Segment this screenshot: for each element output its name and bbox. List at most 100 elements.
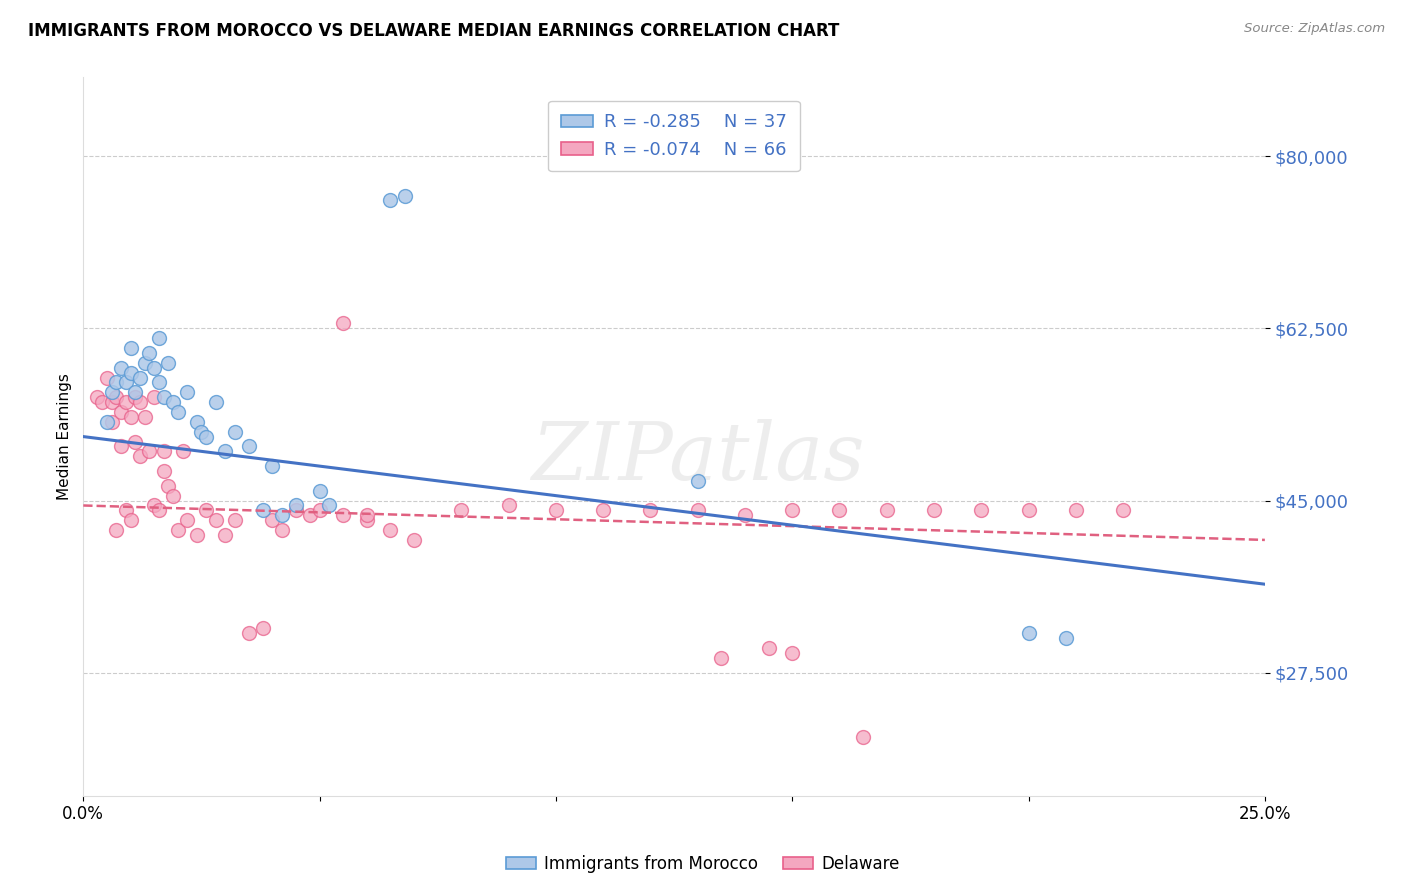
Point [1112,503,1135,517]
Point [186,415,208,429]
Point [148,376,170,390]
Point [86,390,108,404]
Point [970,503,993,517]
Point [110,439,132,453]
Point [152,444,174,458]
Point [252,622,274,636]
Point [166,523,188,537]
Point [129,370,152,384]
Legend: R = -0.285    N = 37, R = -0.074    N = 66: R = -0.285 N = 37, R = -0.074 N = 66 [548,101,800,171]
Point [96,370,118,384]
Point [922,503,945,517]
Point [1018,626,1040,640]
Text: IMMIGRANTS FROM MOROCCO VS DELAWARE MEDIAN EARNINGS CORRELATION CHART: IMMIGRANTS FROM MOROCCO VS DELAWARE MEDI… [28,22,839,40]
Point [105,376,128,390]
Point [176,513,198,527]
Point [780,646,803,660]
Point [204,513,226,527]
Point [686,503,709,517]
Point [332,317,354,331]
Point [143,390,166,404]
Point [734,508,756,523]
Point [100,415,122,429]
Point [114,395,136,409]
Point [758,641,780,656]
Text: ZIPatlas: ZIPatlas [531,419,865,497]
Point [100,395,122,409]
Point [120,409,142,424]
Point [270,523,292,537]
Point [143,499,166,513]
Point [110,360,132,375]
Point [138,346,160,360]
Point [172,444,194,458]
Point [356,508,378,523]
Point [162,489,184,503]
Point [190,425,212,439]
Point [129,450,152,464]
Point [166,405,188,419]
Text: Source: ZipAtlas.com: Source: ZipAtlas.com [1244,22,1385,36]
Point [134,409,156,424]
Point [204,395,226,409]
Point [148,503,170,517]
Point [1064,503,1087,517]
Point [195,503,218,517]
Point [105,523,128,537]
Point [214,444,236,458]
Point [224,513,246,527]
Point [162,395,184,409]
Y-axis label: Median Earnings: Median Earnings [58,373,72,500]
Point [138,444,160,458]
Point [224,425,246,439]
Point [285,499,308,513]
Point [252,503,274,517]
Point [110,405,132,419]
Point [120,366,142,380]
Point [148,331,170,345]
Point [129,395,152,409]
Point [640,503,662,517]
Point [592,503,614,517]
Point [308,503,330,517]
Point [270,508,292,523]
Point [262,459,284,474]
Point [143,360,166,375]
Point [120,341,142,355]
Point [828,503,851,517]
Point [120,513,142,527]
Point [332,508,354,523]
Point [450,503,472,517]
Point [214,528,236,542]
Point [114,376,136,390]
Point [356,513,378,527]
Point [96,415,118,429]
Point [186,528,208,542]
Point [176,385,198,400]
Point [285,503,308,517]
Point [105,390,128,404]
Point [876,503,898,517]
Point [318,499,340,513]
Point [195,429,218,443]
Point [380,523,402,537]
Point [238,439,260,453]
Point [308,483,330,498]
Point [299,508,322,523]
Point [124,385,146,400]
Point [134,356,156,370]
Point [100,385,122,400]
Point [1018,503,1040,517]
Point [152,390,174,404]
Point [124,434,146,449]
Point [157,356,180,370]
Point [710,651,733,665]
Point [852,730,875,744]
Point [238,626,260,640]
Point [1054,632,1077,646]
Point [686,474,709,488]
Point [380,194,402,208]
Point [780,503,803,517]
Point [157,479,180,493]
Point [498,499,520,513]
